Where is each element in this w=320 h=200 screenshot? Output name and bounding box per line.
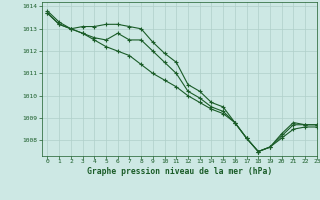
- X-axis label: Graphe pression niveau de la mer (hPa): Graphe pression niveau de la mer (hPa): [87, 167, 272, 176]
